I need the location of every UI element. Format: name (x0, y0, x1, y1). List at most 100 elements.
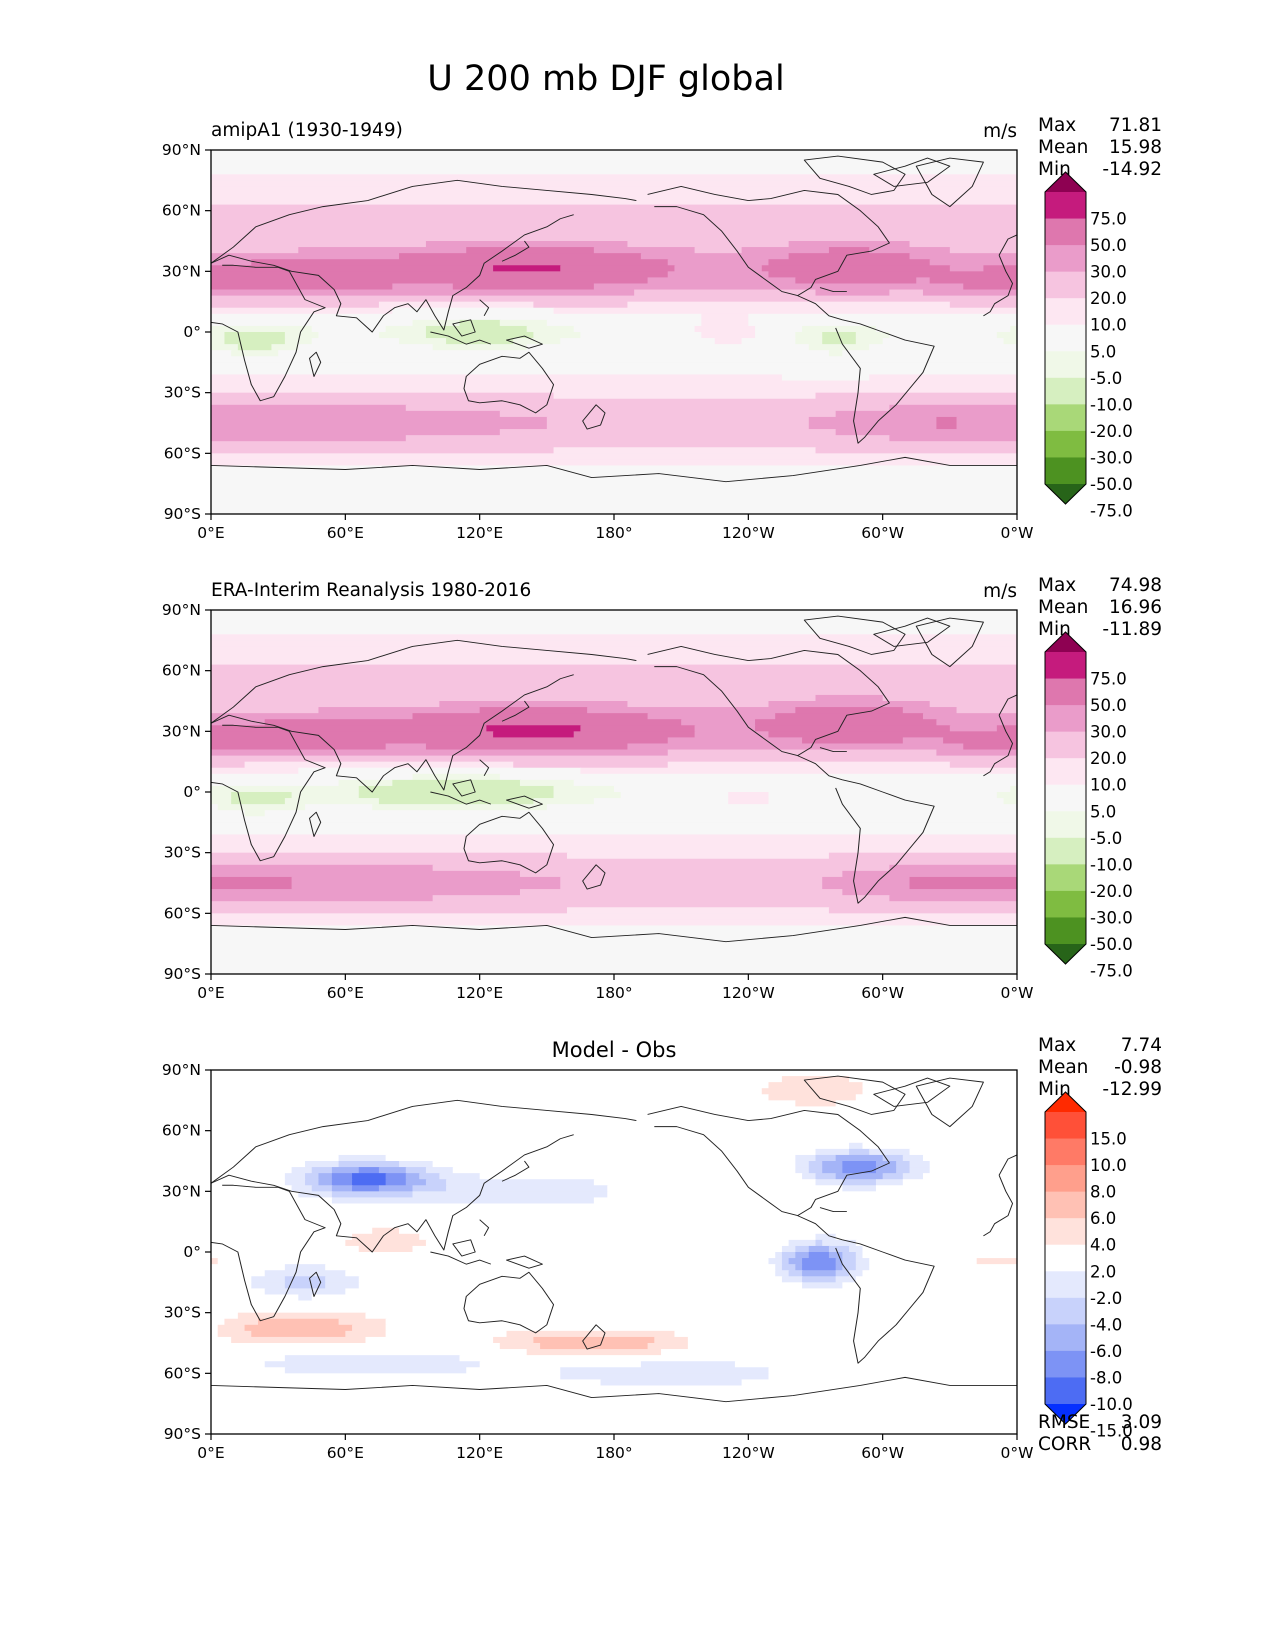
contour-cell (211, 840, 1017, 848)
contour-cell (835, 410, 1017, 418)
contour-cell (694, 247, 743, 254)
contour-cell (446, 1179, 595, 1187)
contour-cell (425, 332, 535, 339)
panel-title: Model - Obs (552, 1038, 677, 1062)
contour-cell (211, 1379, 602, 1387)
contour-cell (875, 1185, 1017, 1193)
contour-cell (211, 1336, 233, 1344)
contour-cell (385, 1179, 407, 1187)
contour-cell (298, 344, 434, 352)
contour-cell (815, 1173, 837, 1181)
contour-cell (318, 1173, 333, 1181)
contour-cell (862, 1082, 1017, 1090)
contour-cell (352, 1185, 380, 1193)
x-tick-label: 120°W (722, 1444, 775, 1462)
contour-cell (291, 1185, 313, 1193)
contour-cell (385, 743, 427, 751)
contour-cell (211, 688, 1017, 696)
contour-cell (1010, 785, 1017, 793)
contour-cell (325, 1276, 360, 1284)
colorbar-label: -5.0 (1090, 369, 1122, 388)
contour-cell (842, 870, 1017, 878)
contour-cell (211, 725, 488, 733)
contour-cell (647, 713, 777, 721)
colorbar-segment (1045, 404, 1086, 432)
contour-cell (211, 1343, 501, 1350)
contour-cell (211, 356, 1017, 364)
contour-cell (768, 792, 998, 799)
contour-cell (211, 864, 434, 872)
contour-cell (795, 277, 918, 285)
colorbar-outline (1044, 1091, 1087, 1425)
contour-cell (640, 253, 790, 261)
contour-cell (385, 1324, 1017, 1332)
colorbar-label: -50.0 (1090, 935, 1133, 954)
contour-cell (835, 1233, 1017, 1241)
contour-field-model (211, 150, 1017, 514)
contour-cell (399, 1227, 1017, 1235)
colorbar-label: 75.0 (1090, 670, 1127, 689)
colorbar-label: 15.0 (1090, 1130, 1127, 1149)
contour-cell (627, 701, 770, 708)
contour-cell (217, 1324, 246, 1332)
contour-cell (526, 325, 575, 333)
contour-cell (211, 210, 1017, 218)
y-tick-label: 30°S (164, 844, 201, 862)
contour-cell (687, 1336, 1017, 1344)
colorbar-label: 50.0 (1090, 236, 1127, 255)
units-label: m/s (983, 121, 1017, 142)
colorbar-segment (1045, 758, 1086, 786)
contour-cell (211, 907, 568, 915)
contour-cell (399, 1161, 434, 1168)
contour-cell (211, 1355, 286, 1363)
contour-cell (412, 319, 461, 327)
contour-cell (211, 804, 219, 812)
metrics-block: RMSE 3.09 CORR 0.98 (1038, 1412, 1162, 1455)
contour-cell (768, 1082, 864, 1090)
colorbar-extend-min (1045, 1404, 1086, 1424)
contour-cell (526, 1349, 662, 1356)
contour-cell (802, 1173, 817, 1181)
contour-cell (358, 1245, 414, 1253)
contour-cell (493, 731, 575, 739)
contour-cell (211, 162, 1017, 170)
contour-cell (902, 707, 958, 714)
contour-cell (211, 1215, 1017, 1223)
contour-cell (291, 792, 360, 799)
contour-cell (211, 1130, 1017, 1138)
contour-cell (822, 338, 857, 345)
contour-cell (553, 792, 622, 799)
contour-cell (298, 767, 582, 775)
colorbar-extend-max (1045, 632, 1086, 652)
colorbar-segment (1045, 705, 1086, 733)
colorbar-segment (1045, 430, 1086, 458)
contour-cell (311, 1294, 1017, 1302)
contour-cell (244, 810, 266, 818)
colorbar-label: -30.0 (1090, 908, 1133, 927)
contour-cell (211, 646, 1017, 654)
y-axis: 90°N 60°N 30°N 0° 30°S 60°S 90°S (162, 141, 211, 523)
contour-cell (607, 1185, 844, 1193)
stat-value-max: 7.74 (1121, 1035, 1162, 1056)
y-tick-label: 90°N (162, 1061, 201, 1079)
stat-value-min: -12.99 (1102, 1079, 1162, 1100)
contour-cell (211, 1088, 763, 1096)
colorbar-outline (1044, 631, 1087, 965)
contour-cell (560, 1367, 770, 1375)
contour-cell (647, 1343, 689, 1350)
contour-cell (889, 404, 1017, 412)
contour-cell (264, 810, 1017, 818)
contour-cell (822, 876, 911, 884)
colorbar-segment (1045, 192, 1086, 220)
contour-cell (842, 1167, 877, 1174)
y-tick-label: 60°N (162, 1122, 201, 1140)
contour-cell (211, 755, 1017, 763)
contour-cell (849, 1270, 864, 1278)
contour-cell (237, 344, 273, 352)
contour-cell (560, 338, 716, 345)
contour-cell (211, 1276, 253, 1284)
contour-cell (305, 1161, 340, 1168)
contour-cell (781, 374, 871, 382)
contour-cell (976, 1258, 1017, 1265)
contour-cell (211, 301, 380, 309)
